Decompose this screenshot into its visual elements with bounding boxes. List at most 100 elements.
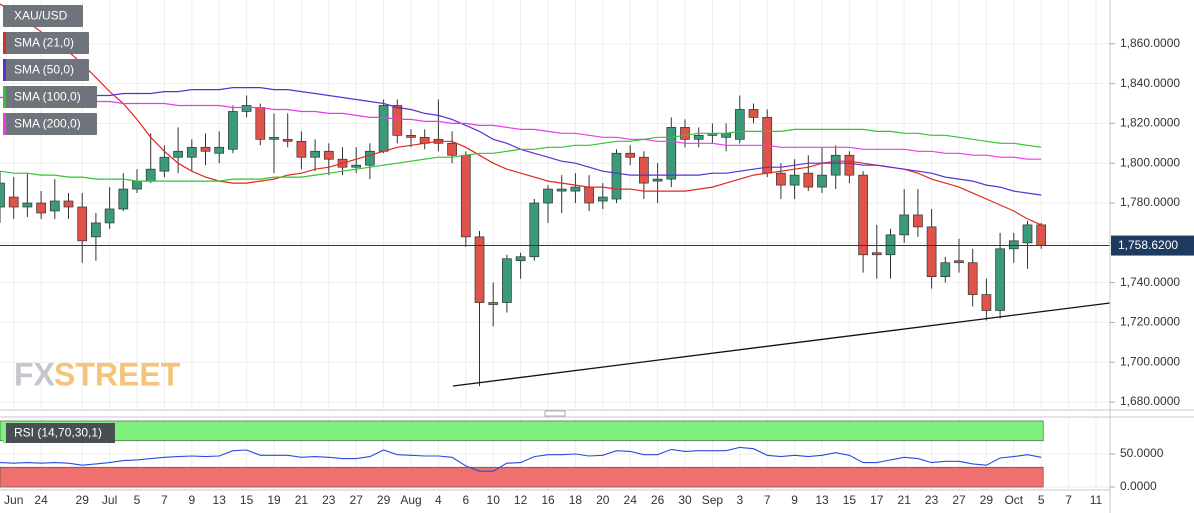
watermark: STREET xyxy=(54,356,181,392)
legend-swatch xyxy=(3,86,6,108)
trendline xyxy=(452,302,1111,387)
y-tick-label: 1,800.0000 xyxy=(1120,155,1180,169)
price-label-box xyxy=(1111,235,1194,256)
candle-body xyxy=(488,302,499,305)
legend-label: SMA (200,0) xyxy=(14,117,81,131)
candle-body xyxy=(830,154,841,176)
candle-body xyxy=(776,172,786,186)
legend-label: RSI (14,70,30,1) xyxy=(14,426,102,440)
legend-box xyxy=(3,32,89,54)
x-tick-label: 21 xyxy=(898,493,912,507)
candle-body xyxy=(502,258,512,303)
x-tick-label: 29 xyxy=(980,493,994,507)
x-tick-label: Oct xyxy=(1004,493,1023,507)
y-tick-label: 1,740.0000 xyxy=(1120,275,1180,289)
candle-body xyxy=(63,200,74,208)
x-tick-label: Sep xyxy=(702,493,724,507)
y-tick-label: 1,720.0000 xyxy=(1120,315,1180,329)
x-tick-label: 17 xyxy=(870,493,884,507)
legend-label: SMA (100,0) xyxy=(14,90,81,104)
candle-body xyxy=(625,152,636,158)
candle-body xyxy=(1022,224,1033,244)
candle-body xyxy=(91,222,101,238)
candle-body xyxy=(77,206,88,242)
candle-body xyxy=(365,150,375,166)
candle-body xyxy=(173,150,183,158)
splitter-handle[interactable] xyxy=(544,410,566,417)
x-tick-label: 6 xyxy=(462,493,469,507)
legend-label: XAU/USD xyxy=(14,9,68,23)
candle-body xyxy=(871,252,882,256)
legend-box xyxy=(3,86,97,108)
x-tick-label: 7 xyxy=(1065,493,1072,507)
x-tick-label: 24 xyxy=(34,493,48,507)
legend-swatch xyxy=(3,59,6,81)
x-tick-label: 27 xyxy=(350,493,364,507)
candle-body xyxy=(967,262,978,295)
candle-body xyxy=(145,168,156,182)
x-tick-label: 9 xyxy=(188,493,195,507)
candle-body xyxy=(789,174,800,186)
candle-body xyxy=(186,146,197,158)
candle-body xyxy=(22,202,33,208)
candle-body xyxy=(556,188,567,192)
candle-body xyxy=(639,156,649,184)
candle-body xyxy=(460,154,471,238)
sma-line xyxy=(0,96,1042,160)
y-tick-label: 50.0000 xyxy=(1120,446,1164,460)
x-tick-label: 5 xyxy=(134,493,141,507)
y-tick-label: 1,700.0000 xyxy=(1120,354,1180,368)
candle-body xyxy=(378,105,389,152)
candle-body xyxy=(913,214,923,228)
candle-body xyxy=(228,111,238,150)
candle-body xyxy=(543,188,553,204)
x-tick-label: 5 xyxy=(1038,493,1045,507)
legend-swatch xyxy=(3,32,6,54)
legend-box xyxy=(3,5,83,27)
candle-body xyxy=(803,172,814,188)
y-tick-label: 1,780.0000 xyxy=(1120,195,1180,209)
x-tick-label: 7 xyxy=(161,493,168,507)
legend-label: SMA (21,0) xyxy=(14,36,74,50)
mark-layer xyxy=(0,3,1110,472)
x-tick-label: 3 xyxy=(736,493,743,507)
candle-body xyxy=(680,127,690,140)
x-tick-label: 16 xyxy=(541,493,555,507)
candle-body xyxy=(858,174,868,256)
legend-label: SMA (50,0) xyxy=(14,63,74,77)
x-tick-label: Jun xyxy=(4,493,23,507)
x-tick-label: 27 xyxy=(952,493,966,507)
candle-body xyxy=(611,152,622,200)
x-tick-label: 24 xyxy=(624,493,638,507)
candle-body xyxy=(693,134,704,140)
rsi-line xyxy=(0,446,1042,472)
candle-body xyxy=(392,105,403,136)
legend-box xyxy=(3,423,115,443)
legend-box xyxy=(3,113,97,135)
candle-body xyxy=(1036,224,1047,246)
candle-body xyxy=(406,134,416,138)
x-tick-label: 15 xyxy=(843,493,857,507)
candle-body xyxy=(269,136,279,140)
candle-body xyxy=(310,150,320,158)
candle-body xyxy=(8,196,19,208)
label-layer: Jun 24 29 Jul 5 7 9 13 15 19 21 23 27 29 Aug 4 6 10 12 16 18… xyxy=(3,5,1194,507)
band-layer xyxy=(0,420,1044,488)
price-label: 1,758.6200 xyxy=(1118,238,1178,252)
y-tick-label: 1,840.0000 xyxy=(1120,76,1180,90)
candle-body xyxy=(118,188,129,210)
y-tick-label: 0.0000 xyxy=(1120,479,1157,493)
x-tick-label: 26 xyxy=(651,493,665,507)
candle-body xyxy=(748,109,759,118)
x-tick-label: Jul xyxy=(102,493,117,507)
y-tick-label: 1,680.0000 xyxy=(1120,394,1180,408)
candle-body xyxy=(104,208,115,224)
candle-body xyxy=(899,214,910,236)
candle-body xyxy=(515,256,526,262)
x-tick-label: 18 xyxy=(569,493,583,507)
rsi-band xyxy=(0,420,1044,442)
candle-body xyxy=(721,132,731,138)
x-tick-label: 23 xyxy=(322,493,336,507)
x-tick-label: 7 xyxy=(764,493,771,507)
x-tick-label: 10 xyxy=(487,493,501,507)
